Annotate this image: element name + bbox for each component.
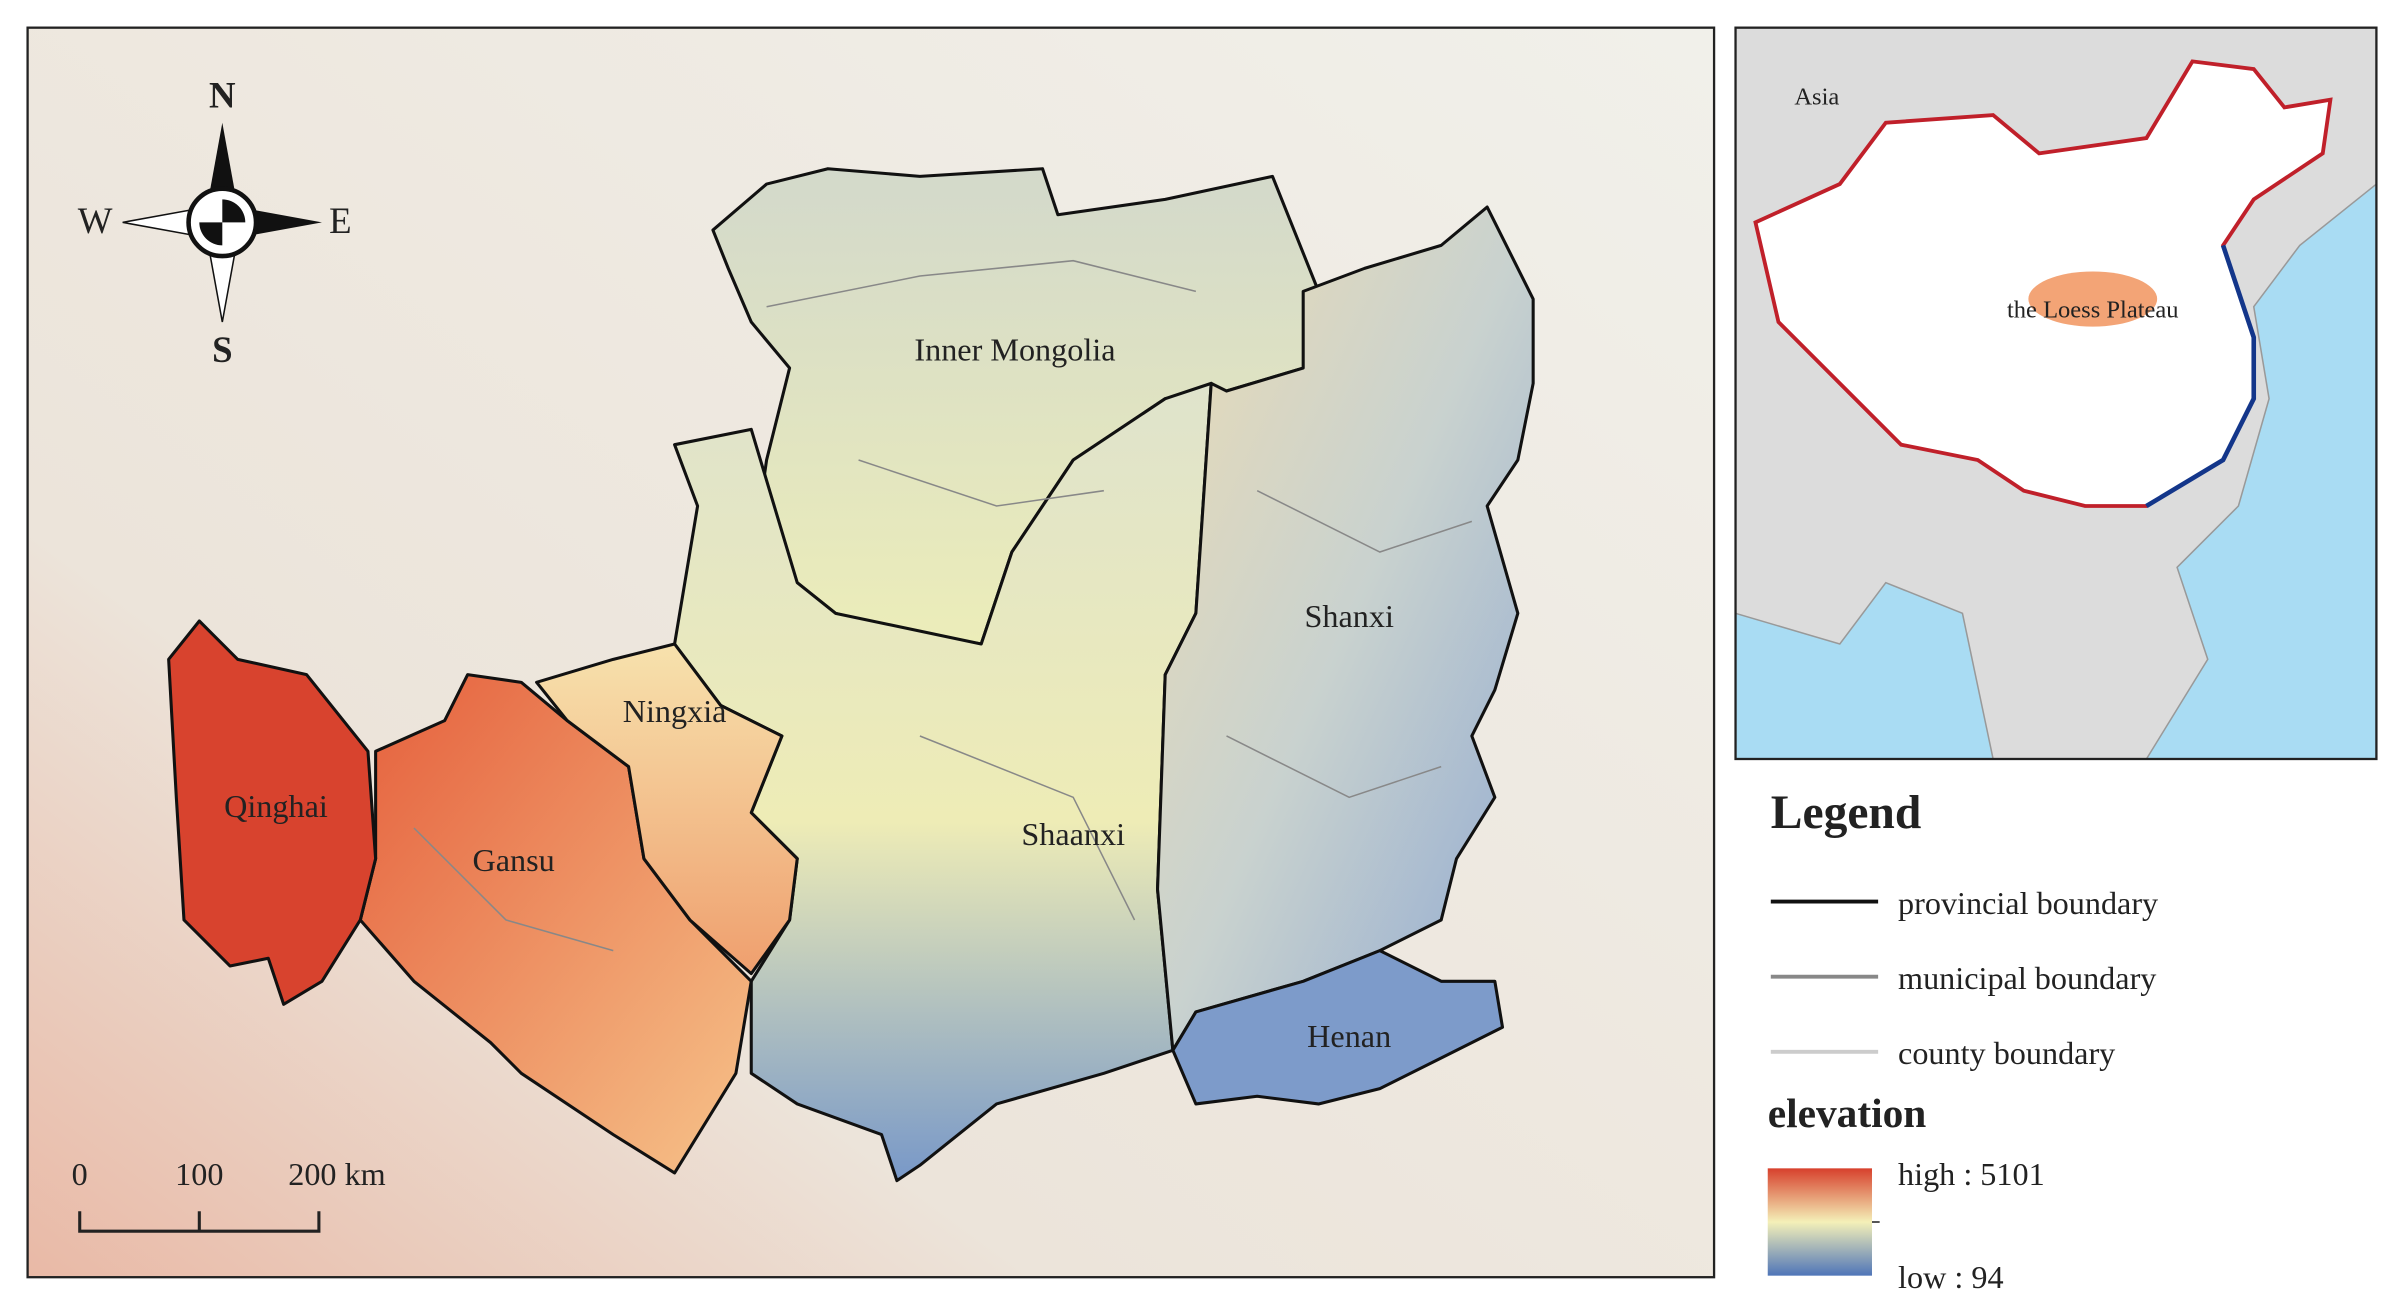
region-label: Inner Mongolia: [914, 331, 1115, 367]
gansu: [358, 673, 753, 1175]
qinghai: [167, 619, 378, 1006]
region-label: Shanxi: [1304, 598, 1393, 634]
inset-label: the Loess Plateau: [2007, 296, 2179, 323]
scale-label: 0: [72, 1156, 88, 1192]
provinces: [167, 167, 1535, 1183]
compass-e: E: [329, 200, 351, 241]
scale-bar: 0 100 200 km: [72, 1156, 386, 1233]
elevation-high: high : 5101: [1898, 1156, 2045, 1192]
inset-frame: [1734, 26, 2378, 761]
shanxi: [1156, 205, 1535, 1052]
compass-s: S: [212, 329, 232, 370]
compass-center: [199, 199, 246, 246]
municipal-line: [1226, 735, 1442, 799]
inset-map: Asia the Loess Plateau: [1734, 26, 2378, 761]
municipal-boundaries: [413, 259, 1473, 952]
region-label: Gansu: [472, 842, 554, 878]
scale-label: 100: [175, 1156, 223, 1192]
municipal-line: [858, 459, 1104, 507]
compass-n: N: [209, 74, 236, 115]
region-label: Henan: [1307, 1018, 1391, 1054]
legend-item: municipal boundary: [1898, 960, 2156, 996]
municipal-line: [766, 259, 1197, 308]
elevation-low: low : 94: [1898, 1259, 2004, 1295]
municipal-line: [413, 827, 614, 952]
ningxia: [535, 642, 799, 976]
region-label: Shaanxi: [1021, 816, 1125, 852]
region-label: Qinghai: [224, 788, 328, 824]
legend: Legend provincial boundary municipal bou…: [1767, 787, 2158, 1295]
inset-label: Asia: [1794, 83, 1839, 110]
henan: [1171, 949, 1505, 1106]
legend-title: Legend: [1771, 787, 1921, 839]
legend-item: provincial boundary: [1898, 885, 2158, 921]
inset-coastline: [2145, 244, 2257, 508]
region-labels: Inner Mongolia Ningxia Qinghai Gansu Sha…: [224, 331, 1394, 1054]
compass-w: W: [78, 200, 113, 241]
scale-label: 200 km: [288, 1156, 385, 1192]
compass: N S W E: [78, 74, 352, 370]
municipal-line: [919, 735, 1136, 921]
elevation-ramp: [1767, 1168, 1872, 1276]
legend-item: county boundary: [1898, 1035, 2115, 1071]
elevation-title: elevation: [1768, 1090, 1927, 1136]
municipal-line: [1256, 489, 1473, 553]
inset-loess-plateau: [2028, 271, 2158, 327]
region-label: Ningxia: [623, 693, 727, 729]
